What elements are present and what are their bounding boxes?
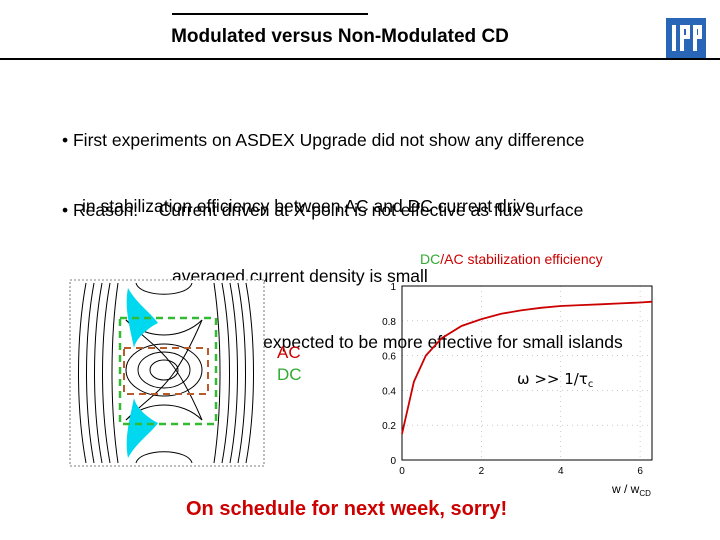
efficiency-label: DC/AC stabilization efficiency bbox=[420, 251, 603, 267]
y-tick-label: 0 bbox=[390, 456, 396, 467]
bullet-line: in stabilization efficiency between AC a… bbox=[82, 196, 535, 216]
y-tick-label: 1 bbox=[390, 282, 396, 293]
omega-annotation-sub: c bbox=[588, 379, 594, 390]
x-tick-label: 6 bbox=[637, 466, 643, 477]
x-axis-label-sub: CD bbox=[639, 489, 651, 498]
y-tick-label: 0.6 bbox=[382, 352, 396, 363]
bullet-reason: • Reason: - Current driven at X-point is… bbox=[62, 155, 623, 375]
efficiency-chart: 0 0.2 0.4 0.6 0.8 1 0 2 4 6 ω >> 1/τc w / wCD bbox=[382, 282, 653, 498]
x-tick-label: 0 bbox=[399, 466, 405, 477]
flux-contour-figure bbox=[69, 279, 265, 467]
plot-frame bbox=[401, 285, 653, 461]
ac-label: AC bbox=[277, 343, 301, 362]
slide-title: Modulated versus Non-Modulated CD bbox=[171, 26, 509, 47]
footer-note: On schedule for next week, sorry! bbox=[186, 498, 508, 520]
omega-annotation: ω >> 1/τc bbox=[517, 370, 593, 390]
bullet-line: • First experiments on ASDEX Upgrade did… bbox=[62, 130, 585, 150]
bullet-first-experiments: • First experiments on ASDEX Upgrade did… bbox=[62, 85, 584, 239]
title-divider bbox=[0, 58, 720, 60]
x-axis-label-main: w / w bbox=[611, 482, 640, 496]
x-tick-label: 4 bbox=[558, 466, 564, 477]
x-axis-label: w / wCD bbox=[611, 482, 651, 498]
efficiency-label-rest: /AC stabilization efficiency bbox=[440, 251, 603, 267]
dc-label: DC bbox=[277, 365, 302, 384]
omega-annotation-main: ω >> 1/τ bbox=[517, 370, 588, 388]
y-tick-label: 0.8 bbox=[382, 317, 396, 328]
x-tick-labels: 0 2 4 6 bbox=[399, 466, 643, 477]
y-tick-label: 0.4 bbox=[382, 386, 396, 397]
y-tick-labels: 0 0.2 0.4 0.6 0.8 1 bbox=[382, 282, 396, 467]
bullet-line: • Reason: - Current driven at X-point is… bbox=[62, 200, 584, 220]
efficiency-label-dc: DC bbox=[420, 251, 441, 267]
y-tick-label: 0.2 bbox=[382, 421, 396, 432]
x-tick-label: 2 bbox=[479, 466, 485, 477]
ac-dc-legend: AC DC bbox=[277, 342, 302, 386]
ipp-logo bbox=[666, 18, 706, 58]
efficiency-curve bbox=[401, 300, 653, 435]
top-rule bbox=[172, 13, 368, 15]
